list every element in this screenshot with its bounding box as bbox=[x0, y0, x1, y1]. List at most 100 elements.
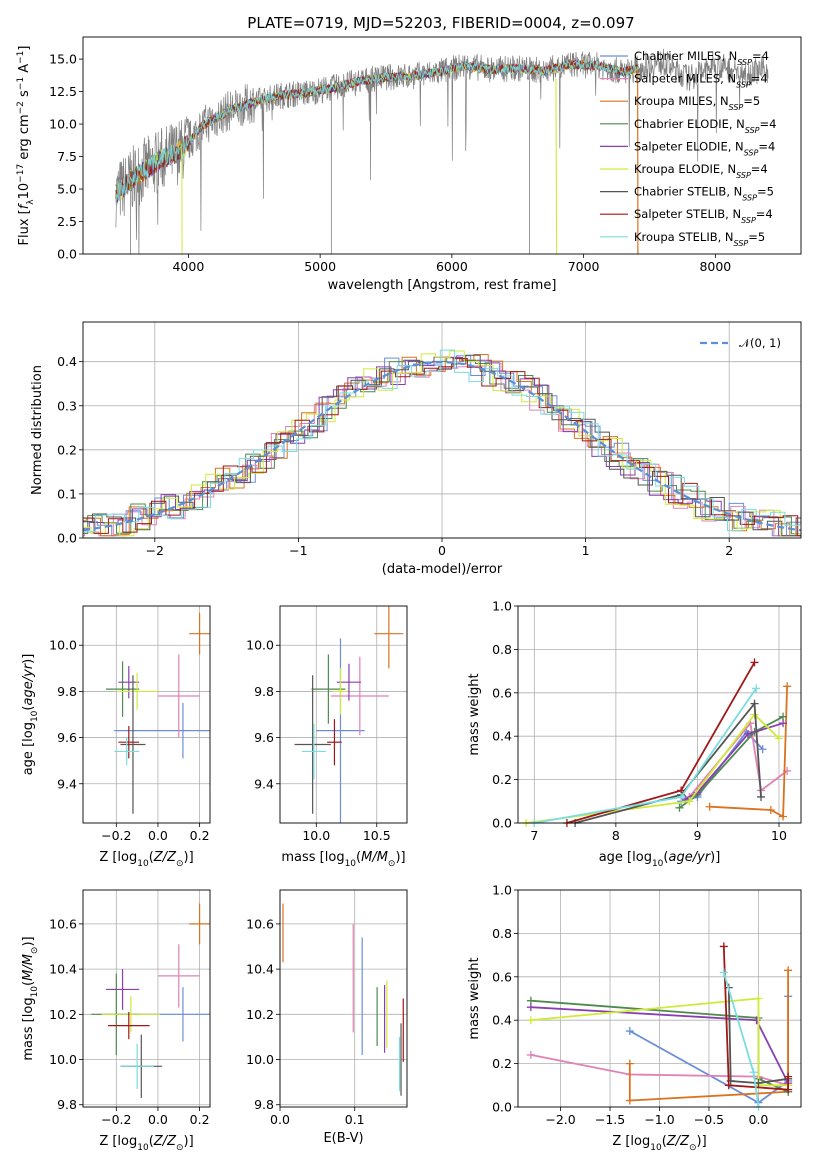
spectrum-plot-area bbox=[115, 48, 769, 254]
plus-marker bbox=[750, 699, 759, 708]
residual-histogram bbox=[83, 358, 801, 537]
x-tick-label: 8000 bbox=[699, 259, 731, 274]
plus-marker bbox=[625, 1027, 634, 1036]
y-tick-label: 0.2 bbox=[492, 772, 512, 787]
x-axis-label: (data-model)/error bbox=[382, 562, 503, 577]
y-tick-label: 0.6 bbox=[492, 969, 512, 984]
legend-label: Kroupa MILES, NSSP=5 bbox=[634, 94, 760, 112]
residual-histogram bbox=[83, 355, 801, 537]
y-tick-label: 2.5 bbox=[57, 214, 77, 229]
mass-weight-vs-Z-chart: −2.0 −1.5 −1.0 −0.5 0.0 0.0 0.2 0.4 0.6 0.8 1.0 mas… bbox=[467, 883, 802, 1153]
x-tick-label: 6000 bbox=[436, 259, 468, 274]
y-tick-label: 10.2 bbox=[49, 1007, 77, 1022]
y-tick-label: 0.0 bbox=[57, 247, 77, 262]
y-tick-label: 0.0 bbox=[492, 816, 512, 831]
y-tick-label: 5.0 bbox=[57, 182, 77, 197]
y-tick-label: 9.8 bbox=[57, 1097, 77, 1112]
y-tick-label: 0.6 bbox=[492, 685, 512, 700]
plus-marker bbox=[743, 730, 752, 739]
y-tick-label: 0.2 bbox=[492, 1056, 512, 1071]
y-tick-label: 0.1 bbox=[57, 486, 77, 501]
y-tick-label: 9.8 bbox=[254, 684, 274, 699]
plus-marker bbox=[766, 805, 775, 814]
x-axis-label: Z [log10(Z/Z⊙)] bbox=[99, 1134, 193, 1153]
legend-label: Chabrier ELODIE, NSSP=4 bbox=[634, 117, 776, 135]
y-tick-label: 10.6 bbox=[246, 916, 274, 931]
y-tick-label: 10.4 bbox=[246, 962, 274, 977]
age-vs-Z-chart: −0.2 0.0 0.2 9.4 9.6 9.8 10.0 Z [log10(Z/Z⊙)] ag… bbox=[21, 605, 211, 869]
x-tick-label: 0.0 bbox=[148, 828, 168, 843]
y-tick-label: 10.4 bbox=[49, 962, 77, 977]
residual-histogram bbox=[83, 349, 801, 533]
plus-marker bbox=[750, 658, 759, 667]
axes-frame bbox=[279, 605, 408, 824]
plus-marker bbox=[757, 792, 766, 801]
axes-frame bbox=[82, 36, 802, 255]
x-tick-label: 0.2 bbox=[190, 828, 210, 843]
plus-marker bbox=[784, 966, 793, 975]
y-axis-label: mass weight bbox=[467, 673, 482, 755]
plus-marker bbox=[754, 994, 763, 1003]
y-tick-label: 0.4 bbox=[57, 354, 77, 369]
y-tick-label: 0.8 bbox=[492, 926, 512, 941]
y-tick-label: 9.8 bbox=[57, 684, 77, 699]
mass-weight-line bbox=[722, 946, 789, 1091]
x-tick-label: 7 bbox=[530, 828, 538, 843]
mass-weight-line bbox=[574, 701, 762, 824]
axes-frame bbox=[82, 321, 802, 539]
residuals-chart: −2 −1 0 1 2 0.0 0.1 0.2 0.3 0.4 (data-model)/error… bbox=[30, 321, 802, 577]
plus-marker bbox=[758, 745, 767, 754]
line-plot-area bbox=[522, 658, 792, 827]
legend-label: Salpeter MILES, NSSP=4 bbox=[634, 72, 768, 90]
y-tick-label: 9.6 bbox=[254, 730, 274, 745]
y-tick-label: 10.6 bbox=[49, 916, 77, 931]
legend-label: Kroupa ELODIE, NSSP=4 bbox=[634, 162, 768, 180]
y-tick-label: 10.0 bbox=[49, 1052, 77, 1067]
x-tick-label: 0.0 bbox=[749, 1112, 769, 1127]
x-tick-label: 1 bbox=[582, 543, 590, 558]
y-axis-label: mass weight bbox=[467, 957, 482, 1039]
scatter-plot-area bbox=[282, 903, 404, 1096]
x-axis-label: Z [log10(Z/Z⊙)] bbox=[99, 850, 193, 869]
y-tick-label: 10.0 bbox=[49, 117, 77, 132]
x-tick-label: 2 bbox=[725, 543, 733, 558]
legend-label: Chabrier STELIB, NSSP=5 bbox=[634, 185, 774, 203]
scatter-plot-area bbox=[294, 606, 404, 823]
x-tick-label: −2 bbox=[146, 543, 164, 558]
residuals-plot-area bbox=[83, 349, 801, 537]
plus-marker bbox=[685, 797, 694, 806]
y-tick-label: 12.5 bbox=[49, 84, 77, 99]
plus-marker bbox=[625, 1059, 634, 1068]
mass-weight-line bbox=[709, 686, 788, 818]
x-tick-label: 10.5 bbox=[363, 828, 391, 843]
x-axis-label: wavelength [Angstrom, rest frame] bbox=[328, 278, 557, 293]
plus-marker bbox=[774, 734, 783, 743]
plus-marker bbox=[677, 792, 686, 801]
model-drop-line bbox=[555, 78, 558, 254]
residual-histogram bbox=[83, 354, 801, 537]
y-axis-label: age [log10(age/yr)] bbox=[21, 654, 40, 776]
legend-label: Kroupa STELIB, NSSP=5 bbox=[634, 230, 765, 248]
y-tick-label: 10.0 bbox=[246, 1052, 274, 1067]
x-tick-label: −2.0 bbox=[545, 1112, 575, 1127]
plus-marker bbox=[784, 1085, 793, 1094]
x-tick-label: 0.1 bbox=[345, 1112, 365, 1127]
spectrum-legend: Chabrier MILES, NSSP=4 Salpeter MILES, NS… bbox=[600, 49, 776, 247]
plus-marker bbox=[752, 684, 761, 693]
axes-frame bbox=[517, 889, 802, 1108]
y-tick-label: 15.0 bbox=[49, 52, 77, 67]
mass-weight-vs-age-chart: 7 8 9 10 0.0 0.2 0.4 0.6 0.8 1.0 mass weight age [l… bbox=[467, 599, 802, 869]
plus-marker bbox=[783, 682, 792, 691]
plus-marker bbox=[625, 1096, 634, 1105]
y-tick-label: 9.6 bbox=[57, 730, 77, 745]
plus-marker bbox=[526, 1003, 535, 1012]
x-axis-label: E(B-V) bbox=[323, 1131, 363, 1146]
y-tick-label: 10.2 bbox=[246, 1007, 274, 1022]
figure-title: PLATE=0719, MJD=52203, FIBERID=0004, z=0… bbox=[247, 14, 634, 32]
plot-layer: 4000 5000 6000 7000 80000.02.55.07.510.012.5… bbox=[16, 36, 802, 1153]
axes-frame bbox=[82, 605, 211, 824]
y-tick-label: 10.0 bbox=[246, 638, 274, 653]
y-tick-label: 9.4 bbox=[57, 776, 77, 791]
x-tick-label: 0.0 bbox=[148, 1112, 168, 1127]
